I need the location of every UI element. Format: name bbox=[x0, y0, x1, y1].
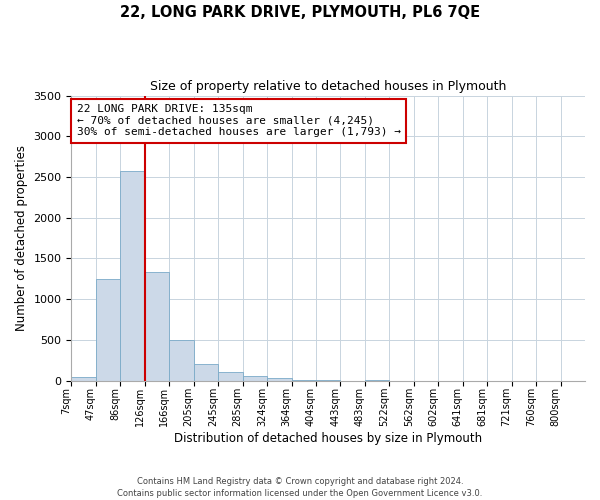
Bar bbox=[96, 279, 121, 380]
Bar bbox=[71, 376, 96, 380]
X-axis label: Distribution of detached houses by size in Plymouth: Distribution of detached houses by size … bbox=[174, 432, 482, 445]
Bar bbox=[267, 378, 292, 380]
Text: 22 LONG PARK DRIVE: 135sqm
← 70% of detached houses are smaller (4,245)
30% of s: 22 LONG PARK DRIVE: 135sqm ← 70% of deta… bbox=[77, 104, 401, 138]
Text: 22, LONG PARK DRIVE, PLYMOUTH, PL6 7QE: 22, LONG PARK DRIVE, PLYMOUTH, PL6 7QE bbox=[120, 5, 480, 20]
Bar bbox=[218, 372, 242, 380]
Bar bbox=[121, 170, 145, 380]
Bar bbox=[194, 364, 218, 380]
Y-axis label: Number of detached properties: Number of detached properties bbox=[15, 145, 28, 331]
Bar bbox=[145, 272, 169, 380]
Text: Contains HM Land Registry data © Crown copyright and database right 2024.
Contai: Contains HM Land Registry data © Crown c… bbox=[118, 476, 482, 498]
Bar bbox=[169, 340, 194, 380]
Title: Size of property relative to detached houses in Plymouth: Size of property relative to detached ho… bbox=[150, 80, 506, 93]
Bar bbox=[242, 376, 267, 380]
